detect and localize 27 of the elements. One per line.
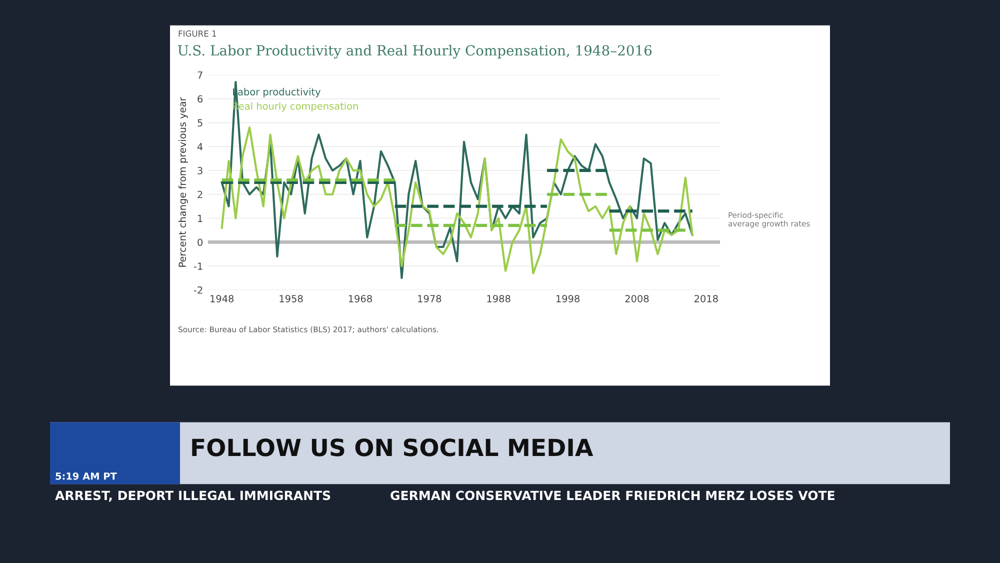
y-tick-label: 1	[198, 214, 202, 222]
y-tick-label: 4	[197, 143, 203, 150]
text: 5:19 AM PT	[56, 472, 117, 480]
text: ARREST, DEPORT ILLEGAL IMMIGRANTS	[55, 490, 330, 502]
y-tick-label: 3	[198, 166, 202, 174]
x-tick-label: 1958	[280, 294, 303, 302]
x-tick-label: 1978	[418, 294, 442, 302]
y-tick-label: 0	[198, 238, 202, 246]
x-tick-label: 1998	[556, 294, 580, 302]
y-tick-label: -2	[194, 286, 202, 294]
line-series	[220, 81, 694, 280]
chart-title: U.S. Labor Productivity and Real Hourly Compensation, 1948–2016	[178, 44, 652, 59]
caption: FIGURE 1	[178, 30, 216, 37]
x-tick-label: 1988	[487, 294, 510, 302]
x-tick-label: 2008	[625, 294, 649, 302]
x-tick-label: 2018	[694, 294, 718, 302]
text: GERMAN CONSERVATIVE LEADER FRIEDRICH MERZ LOSES VOTE	[390, 490, 834, 500]
x-tick-label: 1968	[348, 294, 372, 302]
x-tick-label: 1948	[210, 294, 234, 302]
text: FOLLOW US ON SOCIAL MEDIA	[192, 438, 594, 456]
y-tick-label: 5	[198, 119, 202, 127]
y-tick-label: 7	[198, 71, 202, 79]
line-series	[220, 126, 694, 274]
y-tick-label: 2	[198, 190, 202, 198]
y-axis-title: Percent change from previous year	[178, 97, 188, 267]
y-tick-label: 6	[198, 95, 203, 103]
y-tick-label: -1	[194, 262, 202, 270]
